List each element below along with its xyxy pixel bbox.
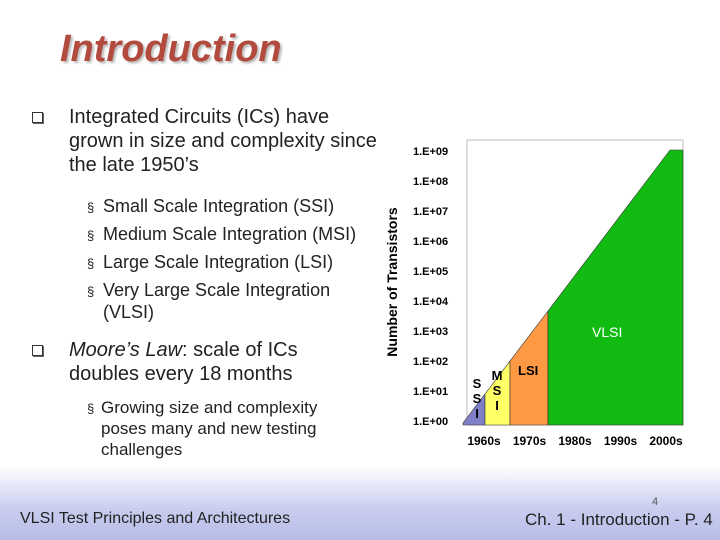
figure: Number of Transistors 1.E+09 1.E+08 1.E+07… [384,139,684,448]
x-tick-label: 1960s [467,434,501,448]
page-number: 4 [652,496,659,508]
x-tick-label: 1970s [513,434,547,448]
sub-bullet-icon: § [87,284,95,299]
sub-bullet-text: Small Scale Integration (SSI) [103,196,335,216]
footer-text: VLSI Test Principles and Architectures [20,510,291,527]
region-vlsi [547,149,684,426]
y-tick-label: 1.E+03 [413,326,448,338]
bullet-text: Moore’s Law: scale of ICs doubles every … [69,338,369,386]
sub-bullet-icon: § [87,256,95,271]
sub-bullet-text: Very Large Scale Integration (VLSI) [103,280,331,322]
sub-bullet-icon: § [87,200,95,215]
emphasis: Moore’s Law [69,339,183,361]
bullet-icon [32,112,43,123]
region-label: SSI [470,376,485,421]
y-tick-label: 1.E+02 [413,356,448,368]
y-tick-label: 1.E+09 [413,146,448,158]
sub-bullet-text: Growing size and complexity poses many a… [101,398,318,459]
x-tick-label: 1990s [604,434,638,448]
y-tick-label: 1.E+08 [413,176,448,188]
chapter-label: Ch. 1 - Introduction - P. 4 [525,510,713,529]
region-label: MSI [490,368,505,413]
sub-bullet-icon: § [87,228,95,243]
x-tick-label: 2000s [649,434,683,448]
y-tick-label: 1.E+06 [413,236,448,248]
footer-band [0,465,720,540]
y-tick-label: 1.E+05 [413,266,448,278]
y-tick-label: 1.E+01 [413,386,448,398]
region-label: LSI [518,363,538,378]
sub-bullet-icon: § [87,401,95,416]
y-tick-label: 1.E+07 [413,206,448,218]
y-axis-title: Number of Transistors [384,207,400,357]
sub-bullet-text: Large Scale Integration (LSI) [103,252,334,272]
y-tick-label: 1.E+00 [413,416,448,428]
text: : scale of ICs doubles every 18 months [69,339,298,385]
bullet-icon [32,345,43,356]
y-tick-label: 1.E+04 [413,296,449,308]
region-label: VLSI [592,324,622,340]
slide-title: Introduction [60,28,282,70]
sub-bullet-text: Medium Scale Integration (MSI) [103,224,357,244]
bullet-text: Integrated Circuits (ICs) have grown in … [69,106,377,176]
x-tick-label: 1980s [558,434,592,448]
